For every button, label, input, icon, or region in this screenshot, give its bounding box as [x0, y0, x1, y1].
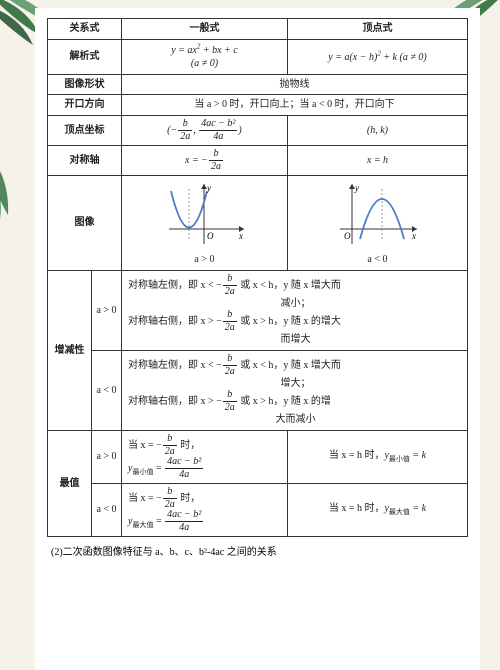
- ext-apos: a > 0: [92, 430, 122, 483]
- shape-value: 抛物线: [122, 74, 468, 95]
- row-axis-label: 对称轴: [48, 145, 122, 175]
- axis-vertex: x = h: [287, 145, 467, 175]
- header-vertex: 顶点式: [287, 19, 467, 40]
- svg-text:O: O: [207, 231, 214, 241]
- row-mono-label: 增减性: [48, 270, 92, 430]
- svg-text:O: O: [344, 231, 351, 241]
- quadratic-table: 关系式 一般式 顶点式 解析式 y = ax2 + bx + c (a ≠ 0)…: [47, 18, 468, 537]
- mono-aneg: a < 0: [92, 350, 122, 430]
- parabola-up-icon: y x O: [159, 179, 249, 249]
- leaf-decoration: [0, 150, 20, 240]
- row-graph-label: 图像: [48, 175, 122, 270]
- svg-text:y: y: [206, 183, 211, 193]
- ext-pos-vtx: 当 x = h 时，y最小值 = k: [287, 430, 467, 483]
- document-page: 关系式 一般式 顶点式 解析式 y = ax2 + bx + c (a ≠ 0)…: [35, 8, 480, 670]
- expr-vertex: y = a(x − h)2 + k (a ≠ 0): [287, 39, 467, 74]
- vcoord-vertex: (h, k): [287, 115, 467, 145]
- ext-neg-gen: 当 x = −b2a 时， y最大值 = 4ac − b²4a: [122, 483, 288, 536]
- svg-text:x: x: [238, 231, 243, 241]
- row-shape-label: 图像形状: [48, 74, 122, 95]
- graph-down: y x O a < 0: [287, 175, 467, 270]
- expr-general: y = ax2 + bx + c (a ≠ 0): [122, 39, 288, 74]
- axis-general: x = −b2a: [122, 145, 288, 175]
- ext-aneg: a < 0: [92, 483, 122, 536]
- mono-neg-text: 对称轴左侧，即 x < −b2a 或 x < h，y 随 x 增大而 增大； 对…: [122, 350, 468, 430]
- vcoord-general: (−b2a, 4ac − b²4a): [122, 115, 288, 145]
- row-open-label: 开口方向: [48, 95, 122, 116]
- mono-pos-text: 对称轴左侧，即 x < −b2a 或 x < h，y 随 x 增大而 减小； 对…: [122, 270, 468, 350]
- mono-apos: a > 0: [92, 270, 122, 350]
- row-ext-label: 最值: [48, 430, 92, 536]
- header-general: 一般式: [122, 19, 288, 40]
- header-relation: 关系式: [48, 19, 122, 40]
- svg-text:y: y: [354, 183, 359, 193]
- row-expr-label: 解析式: [48, 39, 122, 74]
- open-value: 当 a > 0 时，开口向上；当 a < 0 时，开口向下: [122, 95, 468, 116]
- ext-pos-gen: 当 x = −b2a 时， y最小值 = 4ac − b²4a: [122, 430, 288, 483]
- parabola-down-icon: y x O: [332, 179, 422, 249]
- graph-up: y x O a > 0: [122, 175, 288, 270]
- ext-neg-vtx: 当 x = h 时，y最大值 = k: [287, 483, 467, 536]
- row-vcoord-label: 顶点坐标: [48, 115, 122, 145]
- svg-text:x: x: [411, 231, 416, 241]
- footer-text: (2)二次函数图像特征与 a、b、c、b²-4ac 之间的关系: [47, 543, 468, 558]
